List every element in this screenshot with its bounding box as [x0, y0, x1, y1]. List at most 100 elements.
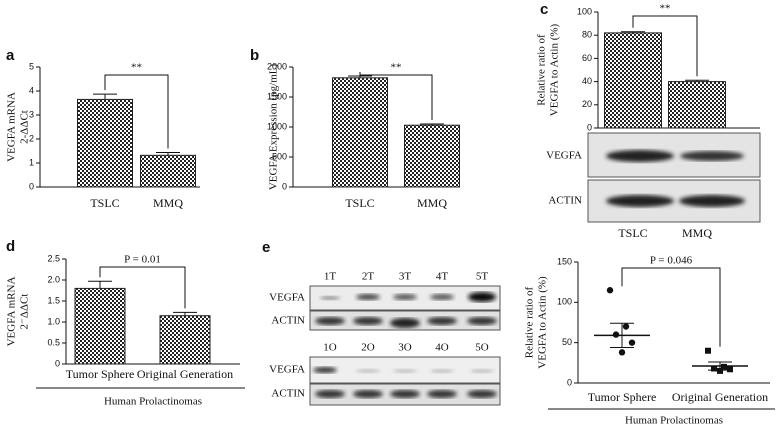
y-tick-label: 0.5 — [47, 337, 60, 347]
lane-label: 1T — [324, 271, 337, 283]
y-axis-label: Relative ratio of — [536, 34, 548, 106]
y-tick-label: 2.5 — [47, 253, 60, 263]
y-tick-label: 5 — [29, 61, 34, 71]
y-axis-label: 2-ΔΔCt — [19, 110, 31, 144]
lane-label: 5T — [476, 271, 489, 283]
error-bar — [348, 75, 372, 78]
bar — [74, 287, 126, 365]
y-axis-label: VEGFA Expression (pg/mL) — [268, 64, 280, 191]
y-tick-label: 0 — [567, 377, 572, 387]
bar — [77, 98, 133, 188]
lane-label: 4O — [435, 342, 449, 354]
bar — [404, 124, 460, 188]
lane-label: 2O — [361, 342, 375, 354]
point — [727, 366, 733, 373]
y-tick-label: 60 — [582, 53, 592, 63]
y-tick-label: 0 — [282, 181, 287, 191]
y-axis-label: VEGFA to Actin (%) — [537, 276, 549, 369]
y-tick-label: 100 — [577, 6, 592, 16]
x-tick-label: Original Generation — [672, 390, 768, 404]
y-tick-label: 20 — [582, 99, 592, 109]
bar — [668, 81, 726, 129]
error-bar — [685, 79, 709, 82]
y-axis-label: VEGFA mRNA — [6, 277, 18, 347]
significance-bracket — [632, 15, 698, 77]
lane-label: 5O — [475, 342, 489, 354]
error-bar — [708, 361, 732, 371]
lane-label: 3O — [398, 342, 412, 354]
significance-label: ** — [131, 62, 142, 74]
point — [711, 365, 717, 372]
y-axis-label: 2⁻ΔΔCt — [19, 294, 31, 330]
panel-label: b — [250, 47, 259, 64]
x-axis-label: Human Prolactinomas — [104, 396, 202, 408]
blot-row-label: VEGFA — [269, 292, 305, 304]
point — [628, 339, 636, 346]
lane-label: 4T — [436, 271, 449, 283]
bar — [140, 154, 196, 188]
error-bar — [621, 31, 645, 33]
y-tick-label: 2000 — [267, 61, 287, 71]
y-tick-label: 100 — [557, 297, 572, 307]
lane-label: 1O — [323, 342, 337, 354]
y-axis-label: Relative ratio of — [524, 286, 536, 358]
blot-e — [309, 285, 501, 406]
blot-row-label: ACTIN — [271, 388, 305, 400]
error-bar — [610, 322, 634, 349]
y-tick-label: 0 — [29, 181, 34, 191]
x-tick-label: TSLC — [618, 226, 647, 240]
panel-label: d — [6, 238, 15, 255]
panel-label: e — [262, 239, 270, 256]
y-axis-label: VEGFA to Actin (%) — [549, 23, 561, 116]
y-tick-label: 1000 — [267, 121, 287, 131]
significance-label: ** — [660, 3, 671, 15]
point — [612, 331, 620, 338]
lane-label: 3T — [399, 271, 412, 283]
significance-bracket — [104, 74, 169, 149]
x-tick-label: TSLC — [90, 196, 119, 210]
significance-label: ** — [391, 62, 402, 74]
significance-bracket — [99, 266, 186, 309]
y-tick-label: 1500 — [267, 91, 287, 101]
blot-c — [587, 132, 761, 223]
error-bar — [88, 280, 112, 289]
lane-label: 2T — [362, 271, 375, 283]
x-tick-label: Tumor Sphere — [588, 390, 657, 404]
bar — [332, 77, 388, 188]
y-tick-label: 2 — [29, 133, 34, 143]
bar — [604, 32, 662, 129]
y-tick-label: 0 — [55, 358, 60, 368]
point — [717, 367, 723, 374]
y-tick-label: 2.0 — [47, 274, 60, 284]
blot-row-label: VEGFA — [269, 364, 305, 376]
bar — [159, 315, 211, 365]
error-bar — [156, 151, 180, 156]
point — [622, 323, 630, 330]
point — [618, 349, 626, 356]
x-tick-label: Tumor Sphere — [66, 367, 135, 381]
point — [705, 347, 711, 354]
y-tick-label: 4 — [29, 85, 34, 95]
x-tick-label: MMQ — [153, 196, 183, 210]
significance-label: P = 0.01 — [124, 254, 161, 266]
y-tick-label: 1 — [29, 157, 34, 167]
y-tick-label: 500 — [272, 151, 287, 161]
significance-bracket — [621, 267, 721, 347]
blot-row-label: ACTIN — [271, 315, 305, 327]
x-tick-label: MMQ — [682, 226, 712, 240]
significance-bracket — [359, 72, 433, 120]
significance-label: P = 0.046 — [650, 255, 693, 267]
blot-row-label: ACTIN — [548, 195, 582, 207]
panel-label: a — [6, 47, 15, 64]
x-tick-label: TSLC — [345, 196, 374, 210]
y-tick-label: 1.0 — [47, 316, 60, 326]
x-tick-label: Original Generation — [137, 367, 233, 381]
error-bar — [173, 311, 197, 316]
error-bar — [420, 123, 444, 126]
y-axis-label: VEGFA mRNA — [6, 92, 18, 162]
y-tick-label: 40 — [582, 76, 592, 86]
point — [606, 287, 614, 294]
y-tick-label: 150 — [557, 256, 572, 266]
error-bar — [93, 93, 117, 100]
